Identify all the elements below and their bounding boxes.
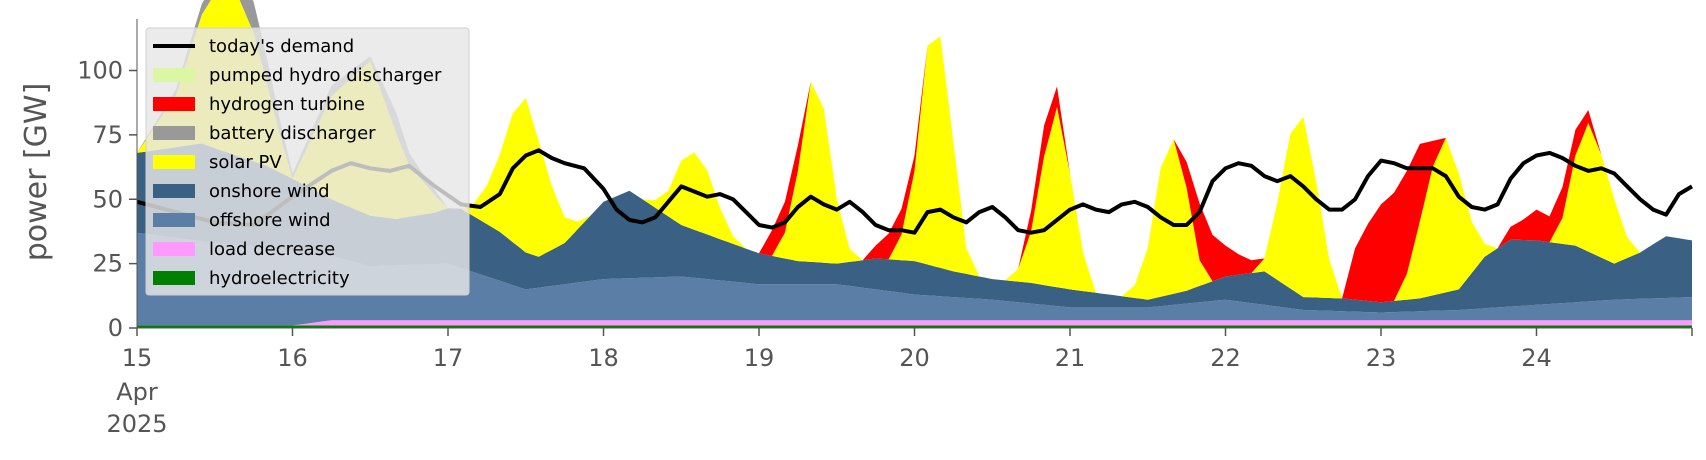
legend-swatch-load-decrease (153, 242, 195, 256)
legend-label-load-decrease: load decrease (209, 239, 335, 260)
legend-swatch-battery-discharger (153, 126, 195, 140)
legend-box (145, 27, 470, 296)
legend-swatch-offshore-wind (153, 213, 195, 227)
x-tick-label: 20 (899, 344, 930, 372)
legend-swatch-hydrogen-turbine (153, 97, 195, 111)
area-solar-pv (137, 0, 1692, 303)
legend-label-hydroelectricity: hydroelectricity (209, 268, 350, 289)
area-offshore-wind (137, 232, 1692, 326)
legend-label-onshore-wind: onshore wind (209, 181, 330, 202)
x-sublabel-year: 2025 (106, 410, 167, 438)
demand-line (136, 148, 1694, 235)
legend-swatch-pumped-hydro-discharger (153, 68, 195, 82)
x-tick-label: 22 (1210, 344, 1241, 372)
legend-label-offshore-wind: offshore wind (209, 210, 331, 231)
y-tick-label: 50 (92, 185, 123, 213)
legend-label-hydrogen-turbine: hydrogen turbine (209, 94, 365, 115)
y-tick-label: 100 (77, 57, 123, 85)
legend-label-battery-discharger: battery discharger (209, 123, 376, 144)
legend-swatch-solar-pv (153, 155, 195, 169)
x-tick-label: 18 (588, 344, 619, 372)
x-tick-label: 15 (122, 344, 153, 372)
area-load-decrease (137, 320, 1692, 326)
area-onshore-wind (137, 143, 1692, 313)
x-sublabel-month: Apr (116, 378, 158, 406)
stacked-area-layer (137, 0, 1692, 328)
legend-label-pumped-hydro-discharger: pumped hydro discharger (209, 65, 442, 86)
legend: today's demand pumped hydro discharger hyd… (145, 27, 470, 296)
y-tick-label: 25 (92, 250, 123, 278)
legend-swatch-hydroelectricity (153, 271, 195, 285)
x-tick-label: 21 (1055, 344, 1086, 372)
y-tick-label: 0 (108, 314, 123, 342)
legend-label-solar-pv: solar PV (209, 152, 282, 173)
x-tick-label: 19 (744, 344, 775, 372)
x-tick-label: 24 (1521, 344, 1552, 372)
x-tick-label: 16 (277, 344, 308, 372)
x-tick-label: 17 (433, 344, 464, 372)
x-tick-label: 23 (1366, 344, 1397, 372)
demand-line-layer (136, 148, 1694, 235)
x-ticks: 15 16 17 18 19 20 21 22 23 24 (122, 328, 1693, 372)
legend-swatch-onshore-wind (153, 184, 195, 198)
y-axis-label: power [GW] (19, 83, 54, 262)
y-ticks: 0 25 50 75 100 (77, 57, 137, 342)
area-hydroelectricity (137, 325, 1692, 328)
legend-label-today-s-demand: today's demand (209, 36, 354, 57)
axes-layer: 0 25 50 75 100 15 16 17 18 19 20 21 22 23 24 Apr 2025… (19, 19, 1693, 438)
y-tick-label: 75 (92, 121, 123, 149)
